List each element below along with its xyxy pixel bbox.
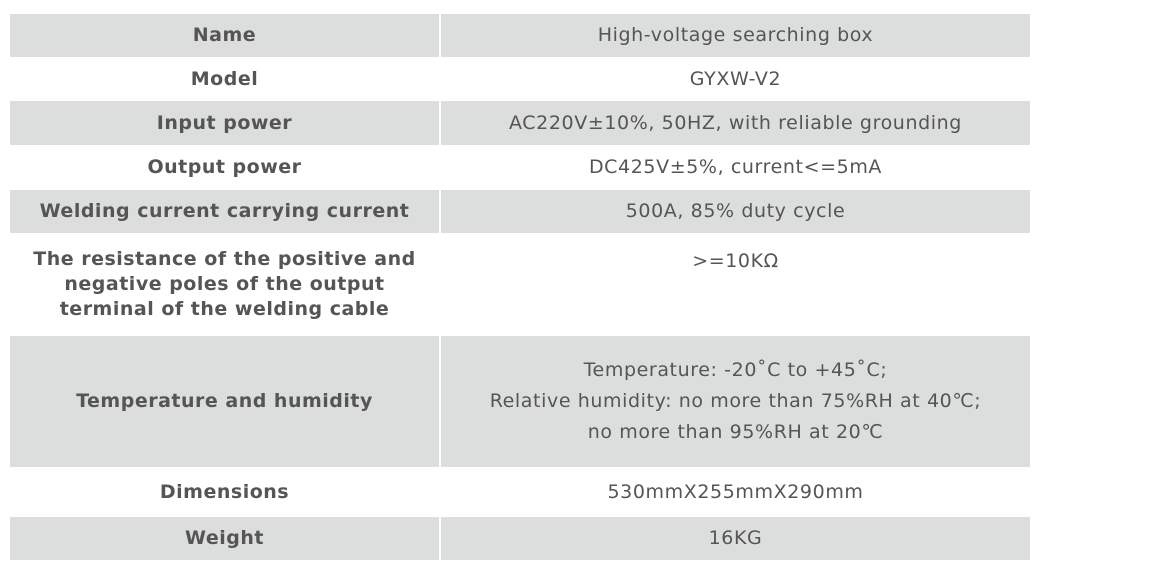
table-row: The resistance of the positive and negat…	[10, 234, 1030, 335]
table-row: Weight 16KG	[10, 517, 1030, 560]
table-row: Output power DC425V±5%, current<=5mA	[10, 146, 1030, 189]
row-value: 16KG	[441, 517, 1030, 560]
value-line: no more than 95%RH at 20℃	[587, 421, 884, 443]
table-row: Temperature and humidity Temperature: -2…	[10, 336, 1030, 467]
row-value: High-voltage searching box	[441, 14, 1030, 57]
row-label: Input power	[10, 101, 439, 145]
row-label: Weight	[10, 517, 439, 560]
table-row: Input power AC220V±10%, 50HZ, with relia…	[10, 101, 1030, 145]
row-label: Output power	[147, 156, 302, 178]
row-value: DC425V±5%, current<=5mA	[588, 156, 883, 178]
value-line: Temperature: -20˚C to +45˚C;	[583, 359, 888, 381]
row-label: Temperature and humidity	[10, 336, 439, 467]
row-label: Name	[10, 14, 439, 57]
row-value: 530mmX255mmX290mm	[607, 480, 864, 503]
table-row: Name High-voltage searching box	[10, 14, 1030, 57]
table-row: Dimensions 530mmX255mmX290mm	[10, 468, 1030, 516]
row-label: Welding current carrying current	[10, 190, 439, 233]
row-value: AC220V±10%, 50HZ, with reliable groundin…	[441, 101, 1030, 145]
row-value: >=10KΩ	[692, 250, 779, 272]
table-row: Model GYXW-V2	[10, 58, 1030, 100]
row-label: Model	[190, 67, 259, 90]
row-label: The resistance of the positive and negat…	[33, 248, 416, 320]
row-value: 500A, 85% duty cycle	[441, 190, 1030, 233]
row-value: Temperature: -20˚C to +45˚C; Relative hu…	[441, 336, 1030, 467]
row-label: Dimensions	[159, 480, 290, 503]
table-row: Welding current carrying current 500A, 8…	[10, 190, 1030, 233]
row-value: GYXW-V2	[689, 67, 782, 90]
value-line: Relative humidity: no more than 75%RH at…	[489, 390, 982, 412]
